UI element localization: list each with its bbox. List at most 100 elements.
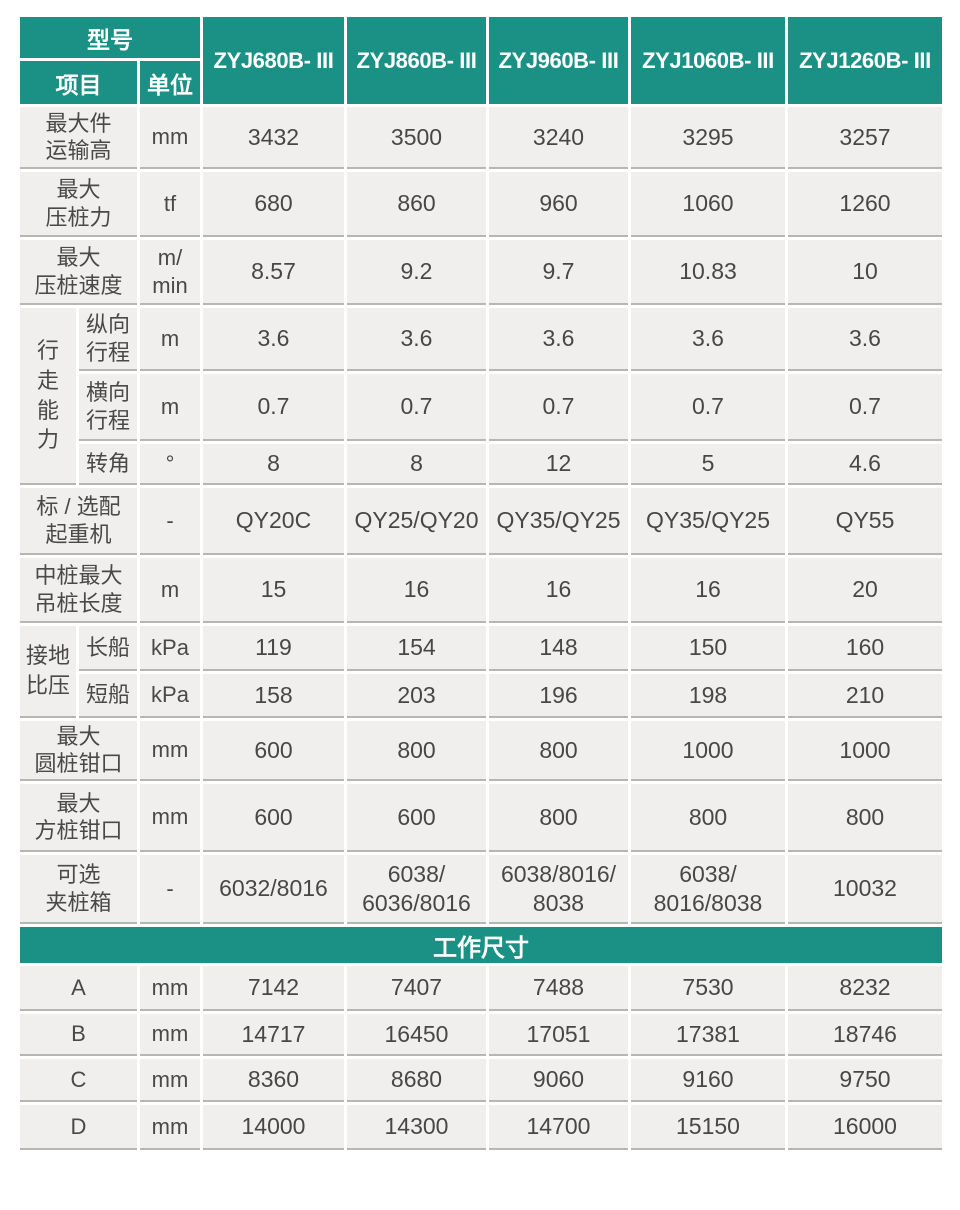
unit-cell: ° [140,444,200,485]
value-cell: 860 [347,172,486,237]
value-cell: 3.6 [203,308,344,371]
row-label: 最大 圆桩钳口 [20,721,137,781]
dimension-row: B mm 14717 16450 17051 17381 18746 [20,1014,942,1056]
row-label: 可选 夹桩箱 [20,855,137,924]
value-cell: 7142 [203,966,344,1011]
value-cell: 0.7 [489,374,628,441]
dimension-row: C mm 8360 8680 9060 9160 9750 [20,1059,942,1102]
value-cell: 16450 [347,1014,486,1056]
spec-row: 可选 夹桩箱 - 6032/8016 6038/ 6036/8016 6038/… [20,855,942,924]
value-cell: 18746 [788,1014,942,1056]
unit-header: 单位 [140,61,200,104]
value-cell: 800 [631,784,785,852]
row-label: 中桩最大 吊桩长度 [20,558,137,623]
model-corner-label: 型号 [20,17,200,58]
value-cell: 150 [631,626,785,671]
value-cell: 1060 [631,172,785,237]
value-cell: 17381 [631,1014,785,1056]
value-cell: 3257 [788,107,942,169]
value-cell: 9.7 [489,240,628,305]
value-cell: 15 [203,558,344,623]
value-cell: 8232 [788,966,942,1011]
unit-cell: - [140,488,200,555]
row-label: 标 / 选配 起重机 [20,488,137,555]
section-header: 工作尺寸 [20,927,942,963]
row-label: 长船 [79,626,137,671]
value-cell: 20 [788,558,942,623]
row-label: 最大件 运输高 [20,107,137,169]
spec-row: 转角 ° 8 8 12 5 4.6 [20,444,942,485]
value-cell: 8680 [347,1059,486,1102]
value-cell: 0.7 [788,374,942,441]
row-label: 横向 行程 [79,374,137,441]
spec-row: 中桩最大 吊桩长度 m 15 16 16 16 20 [20,558,942,623]
unit-cell: mm [140,1105,200,1150]
spec-row: 最大 方桩钳口 mm 600 600 800 800 800 [20,784,942,852]
value-cell: 800 [788,784,942,852]
unit-cell: m [140,308,200,371]
value-cell: QY55 [788,488,942,555]
model-header: ZYJ1060B- III [631,17,785,104]
spec-row: 横向 行程 m 0.7 0.7 0.7 0.7 0.7 [20,374,942,441]
value-cell: 0.7 [203,374,344,441]
value-cell: 7530 [631,966,785,1011]
value-cell: 3500 [347,107,486,169]
value-cell: 6038/ 8016/8038 [631,855,785,924]
header-row-item: 项目 单位 [20,61,942,104]
value-cell: 6038/8016/ 8038 [489,855,628,924]
value-cell: 1260 [788,172,942,237]
value-cell: 3.6 [631,308,785,371]
unit-cell: kPa [140,626,200,671]
value-cell: 3295 [631,107,785,169]
spec-row: 短船 kPa 158 203 196 198 210 [20,674,942,718]
spec-row: 接地 比压 长船 kPa 119 154 148 150 160 [20,626,942,718]
value-cell: QY35/QY25 [489,488,628,555]
unit-cell: kPa [140,674,200,718]
value-cell: 4.6 [788,444,942,485]
value-cell: 9.2 [347,240,486,305]
dimension-row: D mm 14000 14300 14700 15150 16000 [20,1105,942,1150]
value-cell: 9750 [788,1059,942,1102]
value-cell: 3432 [203,107,344,169]
unit-cell: mm [140,784,200,852]
row-label: 最大 方桩钳口 [20,784,137,852]
value-cell: 15150 [631,1105,785,1150]
value-cell: 203 [347,674,486,718]
spec-row: 最大 压桩速度 m/ min 8.57 9.2 9.7 10.83 10 [20,240,942,305]
row-label: C [20,1059,137,1102]
unit-cell: m/ min [140,240,200,305]
model-header: ZYJ680B- III [203,17,344,104]
value-cell: QY25/QY20 [347,488,486,555]
row-label: 短船 [79,674,137,718]
value-cell: 198 [631,674,785,718]
value-cell: 0.7 [631,374,785,441]
row-label: 转角 [79,444,137,485]
unit-cell: mm [140,966,200,1011]
value-cell: 196 [489,674,628,718]
value-cell: 14300 [347,1105,486,1150]
value-cell: 600 [347,784,486,852]
spec-row: 最大 压桩力 tf 680 860 960 1060 1260 [20,172,942,237]
value-cell: 10.83 [631,240,785,305]
value-cell: 16 [489,558,628,623]
spec-row: 标 / 选配 起重机 - QY20C QY25/QY20 QY35/QY25 Q… [20,488,942,555]
value-cell: 12 [489,444,628,485]
spec-row: 最大件 运输高 mm 3432 3500 3240 3295 3257 [20,107,942,169]
value-cell: 800 [489,721,628,781]
row-label: 最大 压桩速度 [20,240,137,305]
value-cell: 16 [347,558,486,623]
value-cell: 9160 [631,1059,785,1102]
row-label: D [20,1105,137,1150]
header-row-model: 型号 ZYJ680B- III ZYJ860B- III ZYJ960B- II… [20,17,942,104]
value-cell: 154 [347,626,486,671]
value-cell: 7488 [489,966,628,1011]
row-label: B [20,1014,137,1056]
value-cell: 148 [489,626,628,671]
unit-cell: mm [140,1059,200,1102]
value-cell: 9060 [489,1059,628,1102]
value-cell: 1000 [788,721,942,781]
value-cell: 680 [203,172,344,237]
value-cell: 8 [347,444,486,485]
value-cell: 8 [203,444,344,485]
value-cell: 800 [489,784,628,852]
